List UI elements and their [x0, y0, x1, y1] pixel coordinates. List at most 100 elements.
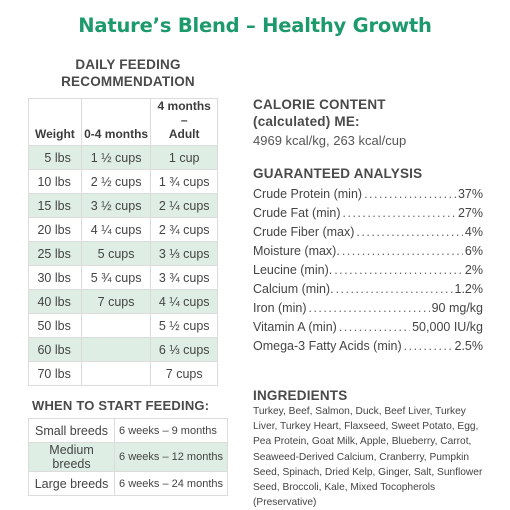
- feeding-table: Weight 0-4 months 4 months – Adult 5 lbs…: [28, 98, 218, 386]
- calorie-value: 4969 kcal/kg, 263 kcal/cup: [253, 133, 407, 148]
- puppy-cell: 4 ¼ cups: [80, 217, 152, 242]
- puppy-cell: [80, 313, 152, 338]
- analysis-row: Omega-3 Fatty Acids (min) 2.5%: [253, 337, 483, 356]
- analysis-label: Crude Fat (min): [253, 205, 341, 220]
- analysis-row: Vitamin A (min) 50,000 IU/kg: [253, 318, 483, 337]
- puppy-cell: [80, 361, 152, 386]
- col-weight: Weight: [28, 98, 82, 146]
- analysis-row: Leucine (min). 2%: [253, 260, 483, 279]
- analysis-label: Crude Fiber (max): [253, 224, 355, 239]
- analysis-label: Leucine (min).: [253, 262, 333, 277]
- feeding-heading-line2: RECOMMENDATION: [61, 74, 195, 89]
- weight-cell: 5 lbs: [28, 145, 82, 170]
- analysis-row: Calcium (min). 1.2%: [253, 279, 483, 298]
- weight-cell: 70 lbs: [28, 361, 82, 386]
- breed-cell: Large breeds: [27, 471, 116, 496]
- weight-cell: 60 lbs: [28, 337, 82, 362]
- analysis-value: 27%: [457, 205, 483, 220]
- analysis-value: 1.2%: [454, 282, 484, 297]
- analysis-label: Omega-3 Fatty Acids (min): [253, 339, 402, 354]
- analysis-value: 4%: [464, 224, 483, 239]
- weight-cell: 20 lbs: [28, 217, 82, 242]
- analysis-value: 2%: [464, 262, 483, 277]
- analysis-label: Vitamin A (min): [253, 320, 337, 335]
- analysis-label: Iron (min): [253, 301, 307, 316]
- table-row: 50 lbs 5 ½ cups: [28, 313, 218, 338]
- puppy-cell: [80, 337, 152, 362]
- start-feeding-heading: WHEN TO START FEEDING:: [32, 398, 210, 413]
- dot-leader: [339, 320, 410, 334]
- table-row: 40 lbs 7 cups 4 ¼ cups: [28, 289, 218, 314]
- adult-cell: 2 ¼ cups: [150, 193, 218, 218]
- calorie-heading: CALORIE CONTENT (calculated) ME:: [253, 96, 483, 130]
- dot-leader: [308, 301, 429, 315]
- adult-cell: 4 ¼ cups: [150, 289, 218, 314]
- ingredients-heading: INGREDIENTS: [253, 388, 348, 403]
- start-feeding-table: Small breeds 6 weeks – 9 months Medium b…: [27, 418, 228, 496]
- puppy-cell: 5 cups: [80, 241, 152, 266]
- dot-leader: [404, 339, 453, 353]
- age-cell: 6 weeks – 12 months: [114, 442, 228, 472]
- adult-cell: 7 cups: [150, 361, 218, 386]
- analysis-value: 90 mg/kg: [431, 301, 483, 316]
- puppy-cell: 5 ¾ cups: [80, 265, 152, 290]
- analysis-row: Crude Fat (min) 27%: [253, 203, 483, 222]
- feeding-heading: DAILY FEEDING RECOMMENDATION: [30, 56, 226, 90]
- product-title: Nature’s Blend – Healthy Growth: [78, 14, 432, 37]
- age-cell: 6 weeks – 9 months: [114, 418, 228, 443]
- calorie-heading-line2: (calculated) ME:: [253, 114, 360, 129]
- weight-cell: 50 lbs: [28, 313, 82, 338]
- dot-leader: [336, 282, 453, 296]
- table-row: 70 lbs 7 cups: [28, 361, 218, 386]
- analysis-label: Moisture (max).: [253, 243, 340, 258]
- analysis-list: Crude Protein (min) 37% Crude Fat (min) 27…: [253, 184, 483, 356]
- puppy-cell: 7 cups: [80, 289, 152, 314]
- analysis-value: 6%: [464, 243, 483, 258]
- weight-cell: 15 lbs: [28, 193, 82, 218]
- analysis-heading: GUARANTEED ANALYSIS: [253, 166, 423, 181]
- adult-cell: 3 ¾ cups: [150, 265, 218, 290]
- age-cell: 6 weeks – 24 months: [114, 471, 228, 496]
- feeding-heading-line1: DAILY FEEDING: [75, 57, 181, 72]
- dot-leader: [364, 187, 456, 201]
- puppy-cell: 3 ½ cups: [80, 193, 152, 218]
- table-row: 15 lbs 3 ½ cups 2 ¼ cups: [28, 193, 218, 218]
- adult-cell: 5 ½ cups: [150, 313, 218, 338]
- analysis-row: Crude Fiber (max) 4%: [253, 222, 483, 241]
- table-row: Medium breeds 6 weeks – 12 months: [27, 442, 228, 472]
- table-row: 25 lbs 5 cups 3 ⅓ cups: [28, 241, 218, 266]
- adult-cell: 1 ¾ cups: [150, 169, 218, 194]
- dot-leader: [342, 244, 463, 258]
- col-adult: 4 months – Adult: [150, 98, 218, 146]
- dot-leader: [343, 206, 456, 220]
- analysis-row: Crude Protein (min) 37%: [253, 184, 483, 203]
- analysis-value: 2.5%: [454, 339, 484, 354]
- adult-cell: 1 cup: [150, 145, 218, 170]
- table-row: 60 lbs 6 ⅓ cups: [28, 337, 218, 362]
- adult-cell: 2 ¾ cups: [150, 217, 218, 242]
- col-adult-line2: Adult: [168, 127, 200, 141]
- weight-cell: 40 lbs: [28, 289, 82, 314]
- table-row: 5 lbs 1 ½ cups 1 cup: [28, 145, 218, 170]
- breed-cell: Small breeds: [27, 418, 116, 443]
- table-row: Large breeds 6 weeks – 24 months: [27, 471, 228, 496]
- table-row: Small breeds 6 weeks – 9 months: [27, 418, 228, 443]
- analysis-row: Iron (min) 90 mg/kg: [253, 299, 483, 318]
- analysis-value: 50,000 IU/kg: [412, 320, 483, 335]
- analysis-value: 37%: [457, 186, 483, 201]
- adult-cell: 3 ⅓ cups: [150, 241, 218, 266]
- feeding-header-row: Weight 0-4 months 4 months – Adult: [28, 98, 218, 146]
- table-row: 20 lbs 4 ¼ cups 2 ¾ cups: [28, 217, 218, 242]
- puppy-cell: 1 ½ cups: [80, 145, 152, 170]
- analysis-label: Calcium (min).: [253, 282, 334, 297]
- dot-leader: [356, 225, 463, 239]
- weight-cell: 10 lbs: [28, 169, 82, 194]
- col-adult-line1: 4 months –: [157, 99, 211, 127]
- calorie-heading-line1: CALORIE CONTENT: [253, 97, 386, 112]
- breed-cell: Medium breeds: [27, 442, 116, 472]
- puppy-cell: 2 ½ cups: [80, 169, 152, 194]
- analysis-label: Crude Protein (min): [253, 186, 363, 201]
- analysis-row: Moisture (max). 6%: [253, 241, 483, 260]
- ingredients-text: Turkey, Beef, Salmon, Duck, Beef Liver, …: [253, 406, 483, 509]
- dot-leader: [334, 263, 463, 277]
